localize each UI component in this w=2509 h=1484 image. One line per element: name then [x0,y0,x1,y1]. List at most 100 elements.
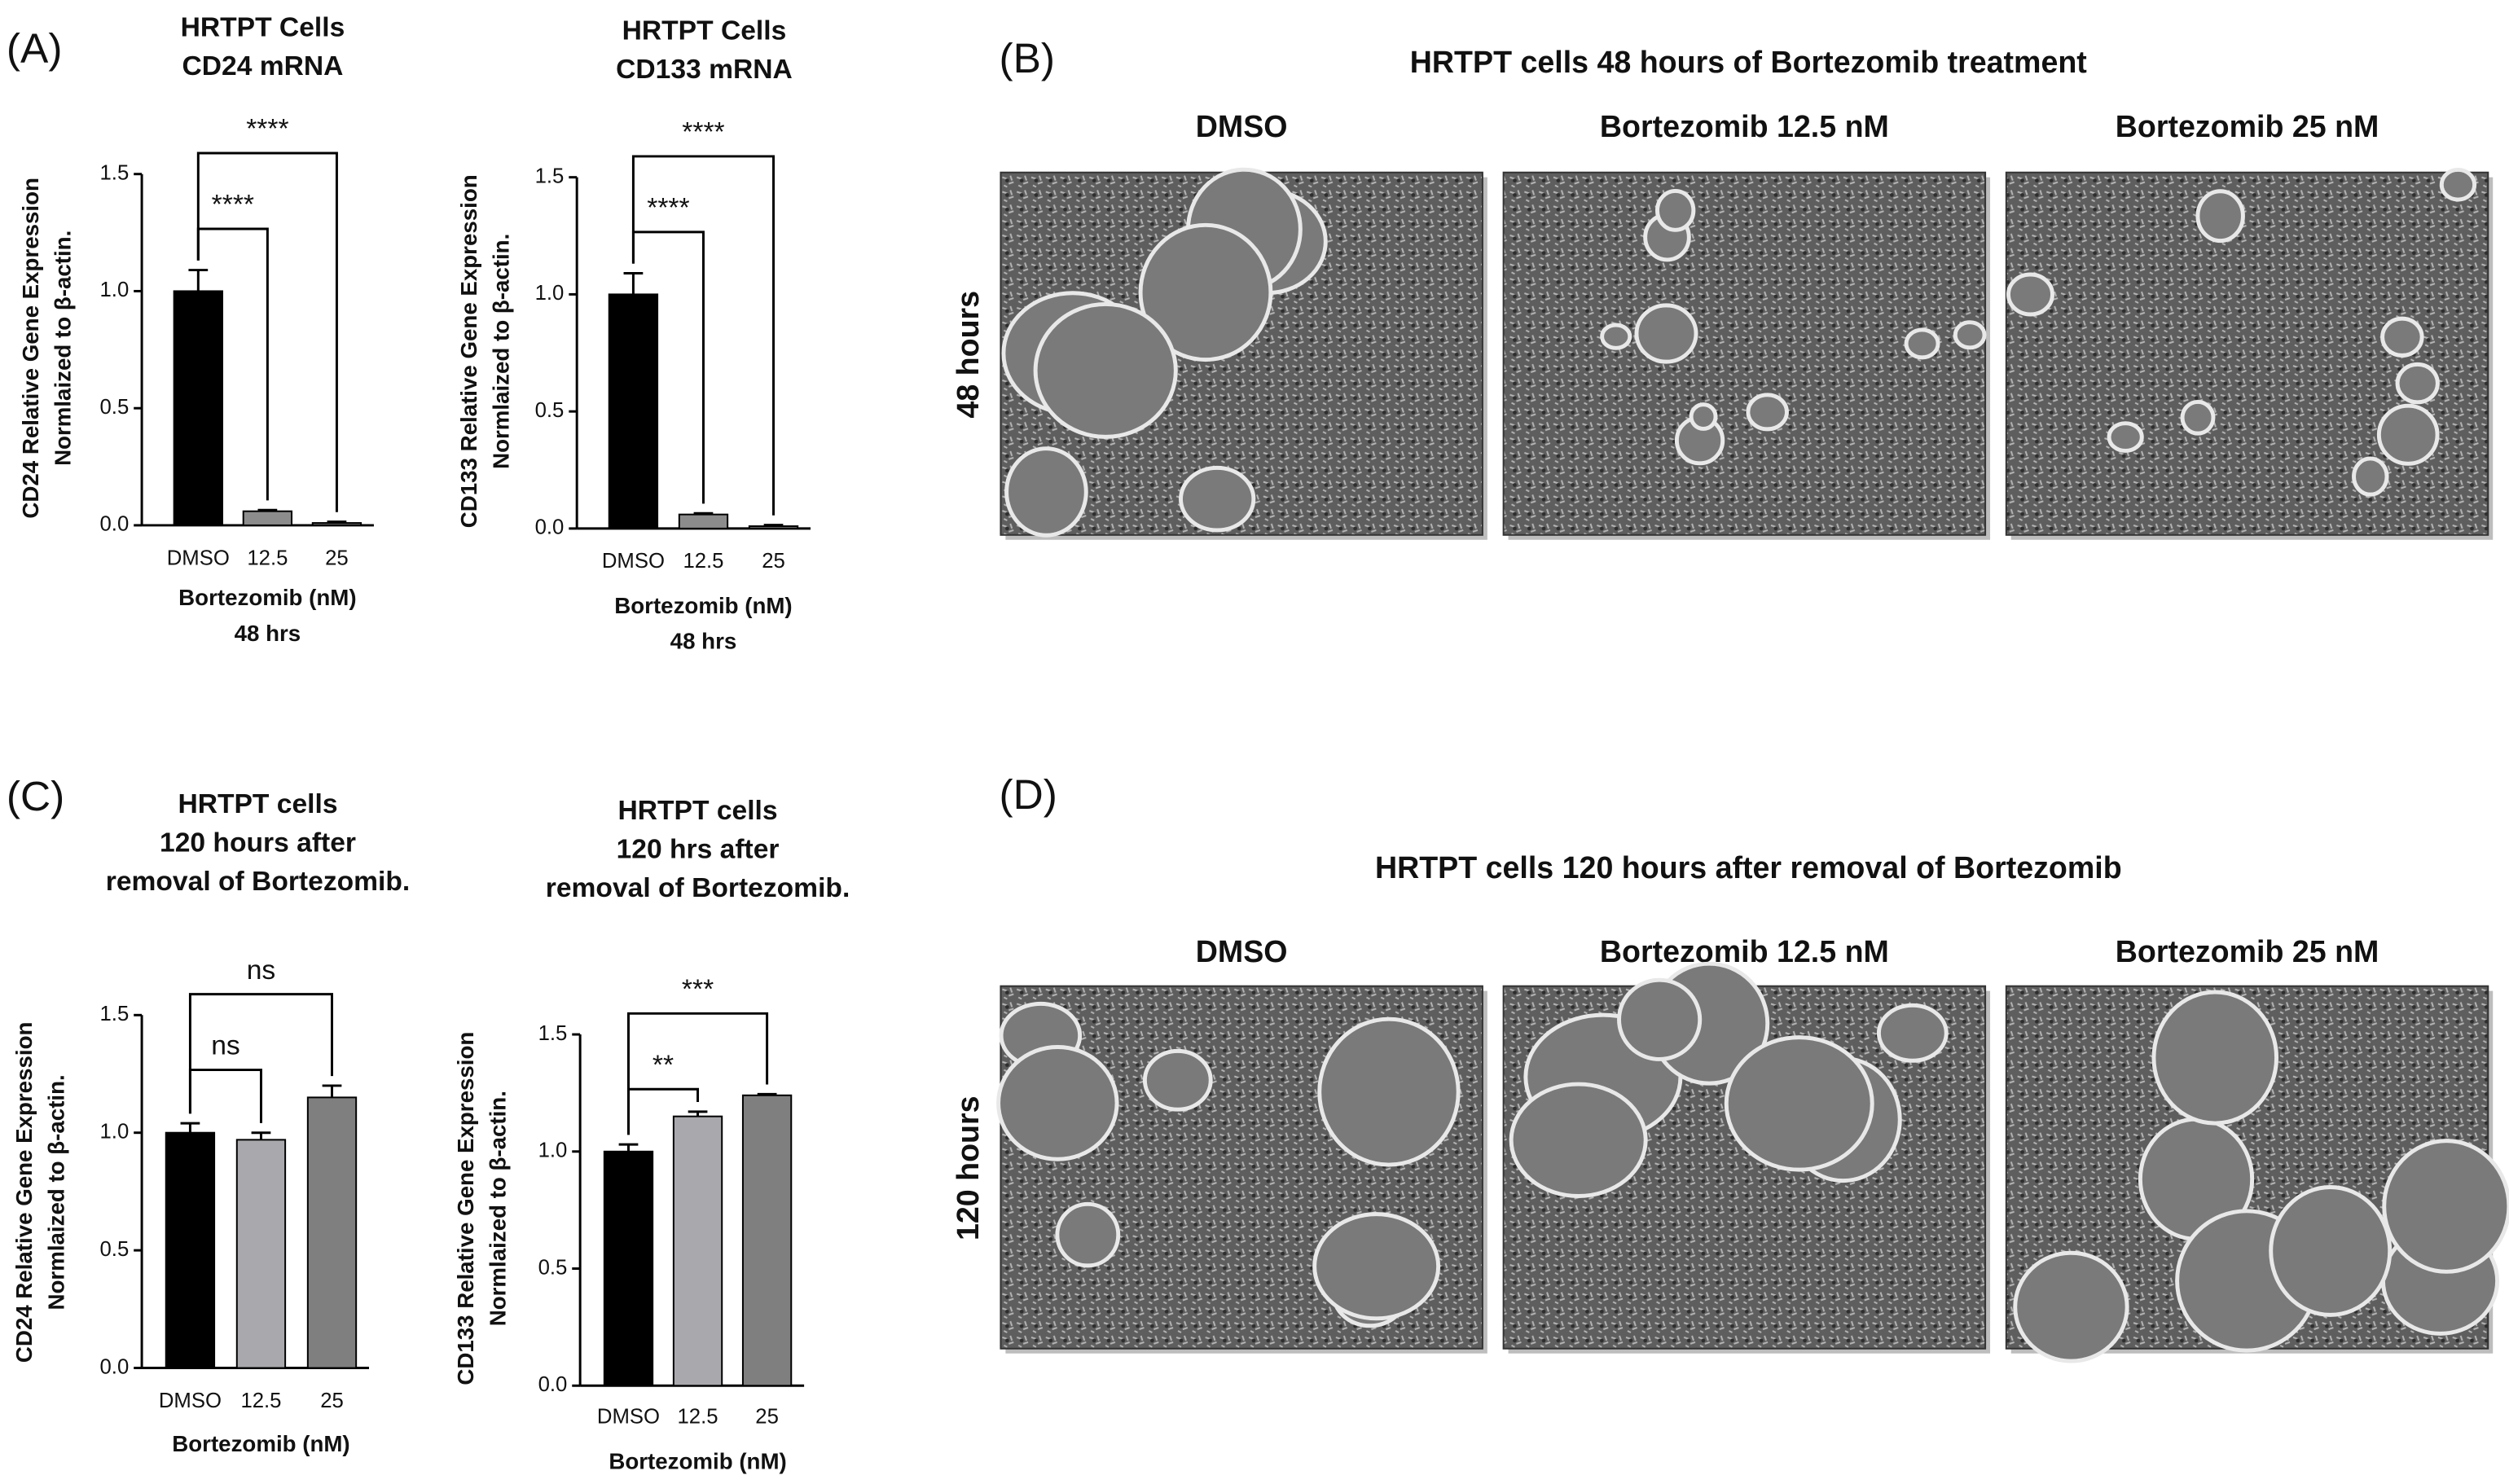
colony [1142,1048,1213,1112]
chart-title: HRTPT cells [178,789,337,819]
y-tick-label: 0.5 [100,1238,130,1261]
colony [1617,977,1703,1061]
bar [748,525,799,529]
column-label: DMSO [1196,109,1288,143]
y-axis-label: CD24 Relative Gene Expression [18,178,43,519]
y-tick-label: 0.0 [100,1355,130,1378]
chart-title: removal of Bortezomib. [546,873,850,903]
colony [2006,272,2054,317]
bar [235,1139,287,1369]
x-tick-label: DMSO [167,547,230,569]
error-bar [257,508,278,511]
y-tick-label: 1.0 [100,279,130,301]
y-axis-label: Normlaized to β-actin. [50,231,75,466]
column-label: Bortezomib 25 nM [2116,109,2379,143]
error-bar [322,1084,342,1098]
significance-bracket [631,155,776,516]
bar [165,1131,216,1369]
colony [1904,327,1940,360]
column-label: Bortezomib 12.5 nM [1600,934,1889,968]
x-axis-label: Bortezomib (nM) [614,593,792,618]
column-label: Bortezomib 25 nM [2116,934,2379,968]
error-bar [763,524,784,527]
colony [1634,303,1698,364]
colony [2151,990,2279,1126]
panel-label: (B) [999,34,1055,81]
bar [608,293,659,529]
colony [2195,189,2245,244]
colony [1004,446,1088,538]
chart-title: HRTPT Cells [181,13,345,43]
significance-label: ns [247,955,276,986]
y-tick-label: 0.0 [538,1373,568,1396]
colony [1055,1201,1121,1268]
bar-chart: HRTPT cells 120 hours after removal of Bor… [11,789,410,1456]
x-axis-label: 48 hrs [235,621,301,646]
x-axis-label: Bortezomib (nM) [609,1449,786,1474]
y-tick-label: 1.0 [538,1139,568,1162]
colony [1746,393,1789,432]
significance-bracket [627,1012,769,1135]
colony [1654,188,1696,232]
colony [1509,1082,1648,1198]
micrograph-title: HRTPT cells 120 hours after removal of B… [1375,850,2122,885]
panel-label: (C) [7,772,64,819]
colony [2107,421,2144,453]
row-label: 48 hours [951,291,985,419]
y-tick-label: 1.5 [535,165,565,187]
x-axis-label: 48 hrs [670,629,737,654]
row-label: 120 hours [951,1095,985,1240]
x-tick-label: 25 [755,1406,779,1429]
colony [1689,402,1718,431]
y-tick-label: 1.5 [100,161,130,184]
colony [2380,316,2424,358]
y-tick-label: 1.0 [100,1121,130,1144]
significance-label: ** [653,1050,674,1080]
y-tick-label: 0.5 [538,1256,568,1279]
error-bar [327,520,347,524]
significance-bracket [188,993,333,1114]
y-axis-label: Normlaized to β-actin. [44,1074,69,1310]
colony [996,1045,1119,1161]
y-axis-label: Normlaized to β-actin. [488,234,513,469]
bar [678,513,729,529]
bar-chart: HRTPT Cells CD133 mRNA CD133 Relative Gene… [456,15,811,654]
bar [173,290,223,526]
y-axis-label: CD133 Relative Gene Expression [456,174,481,528]
colony [1317,1016,1461,1167]
chart-title: HRTPT cells [617,796,777,826]
colony [1953,320,1987,350]
significance-label: **** [212,190,254,220]
significance-label: **** [682,117,724,147]
significance-label: *** [682,975,714,1005]
error-bar [251,1131,271,1140]
colony [2269,1185,2393,1317]
chart-title: CD24 mRNA [182,51,343,81]
micrograph [2005,171,2489,536]
chart-title: 120 hours after [160,828,356,858]
bar-chart: HRTPT cells 120 hrs after removal of Borte… [453,796,850,1474]
x-tick-label: 25 [320,1390,344,1412]
bar [741,1094,793,1387]
colony [2180,399,2216,436]
column-label: DMSO [1196,934,1288,968]
bar [603,1150,654,1387]
panel-label: (D) [999,771,1057,818]
colony [1033,301,1178,439]
y-tick-label: 0.5 [535,399,565,422]
bar [306,1096,358,1369]
error-bar [757,1092,777,1095]
x-tick-label: DMSO [597,1406,660,1429]
micrograph-title: HRTPT cells 48 hours of Bortezomib treat… [1410,45,2088,79]
x-tick-label: 12.5 [240,1390,281,1412]
error-bar [180,1122,200,1133]
panel-label: (A) [7,24,63,72]
colony [1724,1035,1874,1172]
colony [1179,465,1256,533]
colony [1312,1212,1441,1321]
x-tick-label: 25 [325,547,349,569]
error-bar [623,272,644,295]
chart-title: 120 hrs after [617,834,780,864]
chart-title: HRTPT Cells [622,15,787,46]
x-tick-label: 25 [762,550,785,573]
